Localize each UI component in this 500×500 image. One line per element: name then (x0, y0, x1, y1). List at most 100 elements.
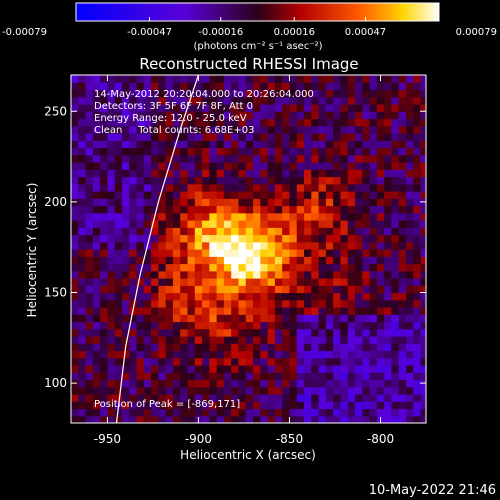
image-pixel (384, 118, 393, 127)
image-pixel (274, 350, 283, 359)
image-pixel (340, 212, 349, 221)
image-pixel (78, 111, 87, 120)
image-pixel (202, 314, 210, 323)
image-pixel (231, 415, 240, 423)
image-pixel (311, 104, 320, 112)
image-pixel (282, 365, 291, 373)
image-pixel (129, 104, 138, 112)
image-pixel (355, 357, 363, 366)
image-pixel (282, 394, 291, 402)
image-pixel (194, 176, 203, 185)
image-pixel (420, 336, 426, 344)
image-pixel (333, 379, 342, 388)
image-pixel (202, 270, 210, 279)
image-pixel (209, 191, 218, 199)
image-pixel (376, 336, 385, 344)
image-pixel (260, 96, 269, 105)
image-pixel (289, 96, 298, 105)
image-pixel (311, 307, 320, 315)
image-pixel (85, 241, 94, 250)
image-pixel (318, 336, 327, 344)
image-pixel (347, 75, 356, 83)
image-pixel (194, 183, 203, 192)
image-pixel (282, 241, 291, 250)
image-pixel (274, 401, 283, 410)
image-pixel (158, 104, 167, 112)
image-pixel (355, 249, 363, 257)
image-pixel (304, 343, 312, 352)
image-pixel (136, 379, 145, 388)
image-pixel (100, 154, 109, 163)
image-pixel (143, 96, 152, 105)
image-pixel (107, 343, 116, 352)
image-pixel (398, 408, 407, 417)
image-pixel (289, 394, 298, 402)
image-pixel (187, 82, 196, 91)
image-pixel (355, 154, 363, 163)
image-pixel (143, 89, 152, 98)
image-pixel (121, 133, 130, 141)
image-pixel (92, 408, 101, 417)
image-pixel (231, 285, 240, 294)
image-pixel (289, 154, 298, 163)
image-pixel (325, 125, 334, 134)
image-pixel (318, 343, 327, 352)
image-pixel (114, 336, 123, 344)
image-pixel (238, 357, 247, 366)
image-pixel (311, 125, 320, 134)
image-pixel (318, 365, 327, 373)
image-pixel (333, 357, 342, 366)
image-pixel (121, 205, 130, 214)
image-pixel (376, 249, 385, 257)
image-pixel (325, 415, 334, 423)
image-pixel (107, 96, 116, 105)
image-pixel (209, 336, 218, 344)
image-pixel (71, 278, 79, 286)
image-pixel (282, 125, 291, 134)
image-pixel (355, 365, 363, 373)
image-pixel (296, 96, 305, 105)
image-pixel (238, 220, 247, 228)
image-pixel (158, 328, 167, 337)
image-pixel (71, 408, 79, 417)
image-pixel (340, 408, 349, 417)
image-pixel (209, 401, 218, 410)
colorbar-units-label: (photons cm⁻² s⁻¹ asec⁻²) (193, 41, 322, 52)
image-pixel (325, 234, 334, 243)
image-pixel (267, 415, 276, 423)
image-pixel (100, 176, 109, 185)
image-pixel (165, 314, 174, 323)
image-pixel (296, 89, 305, 98)
image-pixel (158, 241, 167, 250)
image-pixel (100, 307, 109, 315)
image-pixel (260, 212, 269, 221)
image-pixel (362, 82, 371, 91)
image-pixel (78, 104, 87, 112)
image-pixel (209, 285, 218, 294)
image-pixel (216, 104, 225, 112)
image-pixel (369, 386, 378, 395)
image-pixel (267, 350, 276, 359)
image-pixel (85, 212, 94, 221)
image-pixel (325, 386, 334, 395)
image-pixel (114, 140, 123, 149)
image-pixel (92, 307, 101, 315)
image-pixel (274, 328, 283, 337)
image-pixel (223, 125, 232, 134)
image-pixel (340, 249, 349, 257)
image-pixel (260, 205, 269, 214)
image-pixel (384, 198, 393, 207)
image-pixel (318, 249, 327, 257)
image-pixel (187, 263, 196, 272)
image-pixel (376, 169, 385, 178)
image-pixel (107, 314, 116, 323)
image-pixel (296, 111, 305, 120)
image-pixel (136, 357, 145, 366)
image-pixel (202, 205, 210, 214)
image-pixel (78, 191, 87, 199)
image-pixel (216, 372, 225, 381)
image-pixel (289, 241, 298, 250)
image-pixel (100, 365, 109, 373)
image-pixel (318, 394, 327, 402)
image-pixel (129, 169, 138, 178)
